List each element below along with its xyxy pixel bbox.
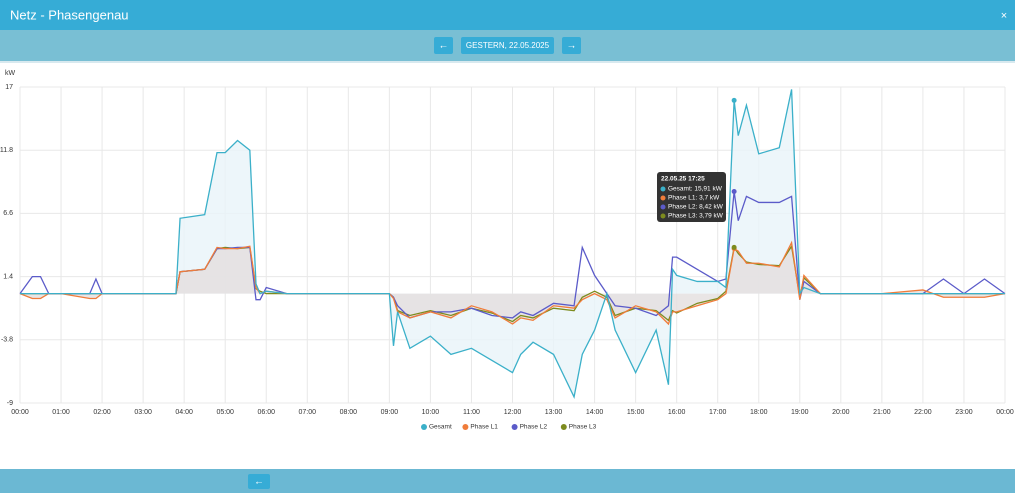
next-icon: → — [567, 41, 577, 52]
series-line — [20, 89, 1005, 399]
close-button[interactable]: × — [1001, 10, 1007, 22]
x-tick-label: 01:00 — [52, 409, 70, 416]
x-tick-label: 06:00 — [257, 409, 275, 416]
legend-swatch — [511, 424, 518, 430]
y-tick-label: 6.6 — [3, 210, 13, 217]
header-bar — [0, 0, 1015, 30]
x-tick-label: 17:00 — [709, 409, 727, 416]
series-area — [20, 242, 1005, 324]
x-tick-label: 12:00 — [504, 409, 522, 416]
x-tick-label: 03:00 — [134, 409, 152, 416]
footer-bar — [0, 469, 1015, 493]
y-tick-label: -9 — [7, 400, 13, 407]
tooltip-swatch — [660, 186, 666, 192]
x-tick-label: 21:00 — [873, 409, 891, 416]
x-tick-label: 05:00 — [216, 409, 234, 416]
x-tick-label: 18:00 — [750, 409, 768, 416]
x-tick-label: 15:00 — [627, 409, 645, 416]
x-tick-label: 08:00 — [340, 409, 358, 416]
tooltip-box — [657, 172, 726, 222]
tooltip-title: 22.05.25 17:25 — [661, 176, 705, 183]
y-tick-label: 11.8 — [0, 147, 13, 154]
x-tick-label: 00:00 — [11, 409, 29, 416]
x-tick-label: 00:00 — [996, 409, 1014, 416]
legend-label: Gesamt — [429, 424, 452, 431]
series-line — [19, 240, 1006, 326]
next-button[interactable] — [562, 37, 581, 54]
x-tick-label: 20:00 — [832, 409, 850, 416]
back-icon: ← — [254, 477, 264, 488]
x-tick-label: 04:00 — [175, 409, 193, 416]
x-tick-label: 09:00 — [381, 409, 399, 416]
tooltip-swatch — [660, 195, 666, 201]
x-tick-label: 07:00 — [299, 409, 317, 416]
x-tick-label: 10:00 — [422, 409, 440, 416]
tooltip-line: Phase L3: 3,79 kW — [668, 213, 724, 220]
nav-shadow — [0, 61, 1015, 63]
x-tick-label: 11:00 — [463, 409, 480, 416]
hover-point — [731, 97, 737, 103]
y-tick-label: 17 — [5, 84, 13, 91]
x-tick-label: 19:00 — [791, 409, 809, 416]
legend-swatch — [462, 424, 469, 430]
tooltip-line: Phase L1: 3,7 kW — [668, 195, 720, 202]
date-button[interactable] — [461, 37, 554, 54]
x-tick-label: 23:00 — [955, 409, 973, 416]
date-label: GESTERN, 22.05.2025 — [466, 41, 550, 50]
x-tick-label: 14:00 — [586, 409, 604, 416]
series-area — [20, 89, 1005, 397]
back-button[interactable] — [248, 474, 270, 489]
prev-button[interactable] — [434, 37, 453, 54]
legend-swatch — [560, 424, 567, 430]
chart: -9 -3.8 1.4 6.6 11.8 17 00:00 01:00 02:00 03:00 04… — [0, 84, 1014, 431]
tooltip-line: Gesamt: 15,91 kW — [668, 186, 723, 193]
y-tick-label: -3.8 — [1, 337, 13, 344]
tooltip-line: Phase L2: 8,42 kW — [668, 204, 724, 211]
x-tick-label: 02:00 — [93, 409, 111, 416]
legend-swatch — [421, 424, 427, 430]
window-title: Netz - Phasengenau — [10, 7, 129, 22]
x-tick-label: 16:00 — [668, 409, 686, 416]
legend-label: Phase L2 — [520, 424, 548, 431]
y-axis-label: kW — [5, 70, 16, 77]
x-tick-label: 13:00 — [545, 409, 563, 416]
hover-point — [731, 244, 737, 250]
y-tick-label: 1.4 — [3, 273, 13, 280]
hover-point — [731, 189, 737, 195]
tooltip-swatch — [660, 204, 666, 210]
tooltip-swatch — [660, 213, 666, 219]
prev-icon: ← — [439, 41, 449, 52]
legend-label: Phase L3 — [569, 424, 597, 431]
x-tick-label: 22:00 — [914, 409, 932, 416]
legend-label: Phase L1 — [470, 424, 498, 431]
